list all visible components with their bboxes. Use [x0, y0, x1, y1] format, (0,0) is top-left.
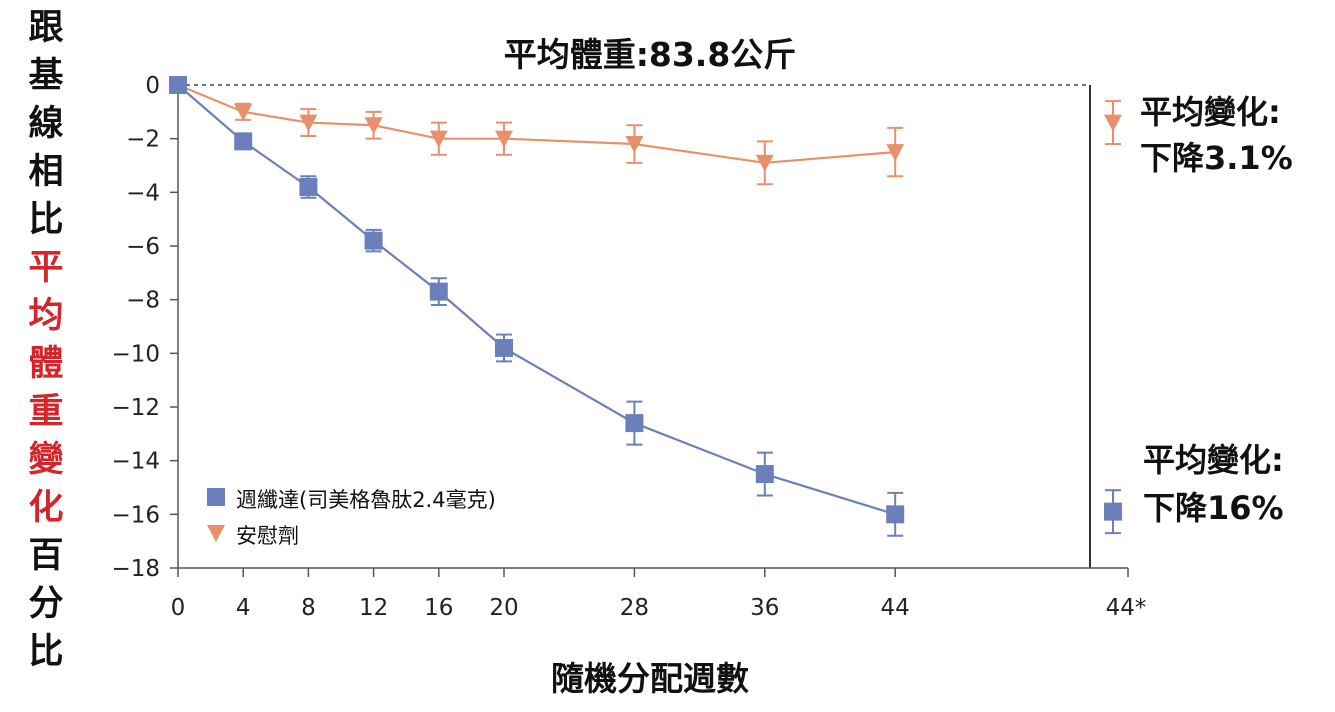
y-tick-label: −6 [126, 234, 160, 260]
placebo-data-point [886, 144, 905, 162]
y-tick-label: −12 [111, 395, 160, 421]
x-tick-label: 4 [236, 595, 251, 621]
y-axis-label-char: 線 [28, 104, 64, 144]
x-tick-label: 44 [881, 595, 910, 621]
placebo-data-point [625, 136, 644, 154]
y-axis-label-char: 重 [28, 392, 64, 432]
y-axis-label-char: 體 [28, 344, 64, 384]
placebo-change-label: 平均變化: [1140, 93, 1281, 131]
y-axis-label-char: 平 [28, 248, 64, 288]
legend-marker-placebo [207, 525, 225, 542]
placebo-data-point [299, 114, 318, 132]
y-axis-label-char: 百 [28, 536, 64, 576]
y-axis-label-char: 基 [28, 56, 64, 96]
y-tick-label: −18 [111, 556, 160, 582]
y-tick-label: −14 [111, 449, 160, 475]
semaglutide-data-point [755, 465, 774, 484]
legend-marker-semaglutide [207, 488, 225, 506]
semaglutide-data-point [169, 76, 187, 94]
x-tick-label: 44* [1106, 595, 1147, 621]
y-axis-label-char: 變 [28, 440, 64, 480]
chart-title: 平均體重:83.8公斤 [503, 35, 797, 74]
semaglutide-summary-point [1104, 502, 1122, 521]
legend-label-semaglutide: 週纖達(司美格魯肽2.4毫克) [236, 488, 496, 512]
x-tick-label: 12 [359, 595, 388, 621]
y-axis-label-char: 比 [28, 200, 64, 240]
semaglutide-data-point [234, 132, 253, 151]
y-axis-label-char: 分 [28, 584, 64, 624]
x-tick-label: 20 [489, 595, 518, 621]
x-tick-label: 0 [171, 595, 186, 621]
y-tick-label: −2 [126, 127, 160, 153]
semaglutide-data-point [429, 282, 448, 301]
y-axis-label-char: 相 [28, 152, 64, 192]
semaglutide-data-point [625, 414, 644, 433]
y-tick-label: −16 [111, 502, 160, 528]
semaglutide-data-point [299, 177, 318, 196]
placebo-data-point [234, 103, 253, 121]
y-tick-label: −4 [126, 180, 160, 206]
placebo-change-value: 下降3.1% [1140, 139, 1293, 177]
semaglutide-series-line [177, 84, 896, 516]
y-axis-label-char: 跟 [28, 8, 64, 48]
y-tick-label: −10 [111, 341, 160, 367]
y-axis-label-char: 均 [28, 296, 64, 336]
x-axis-label: 隨機分配週數 [551, 659, 749, 698]
semaglutide-data-point [495, 338, 513, 357]
x-tick-label: 28 [620, 595, 649, 621]
x-tick-label: 8 [301, 595, 316, 621]
sema-change-value: 下降16% [1143, 489, 1284, 527]
placebo-data-point [429, 130, 448, 148]
placebo-series-line [177, 83, 896, 164]
semaglutide-data-point [364, 231, 383, 250]
placebo-summary-point [1104, 114, 1122, 132]
y-axis-label-char: 化 [28, 488, 64, 528]
placebo-data-point [755, 154, 774, 172]
legend-label-placebo: 安慰劑 [236, 524, 299, 548]
y-tick-label: −8 [126, 288, 160, 314]
placebo-data-point [495, 130, 513, 148]
x-tick-label: 36 [750, 595, 779, 621]
sema-change-label: 平均變化: [1143, 441, 1284, 479]
y-tick-label: 0 [145, 73, 160, 99]
x-tick-label: 16 [424, 595, 453, 621]
y-axis-label-char: 比 [28, 632, 64, 672]
semaglutide-data-point [886, 505, 905, 524]
placebo-data-point [364, 117, 383, 135]
